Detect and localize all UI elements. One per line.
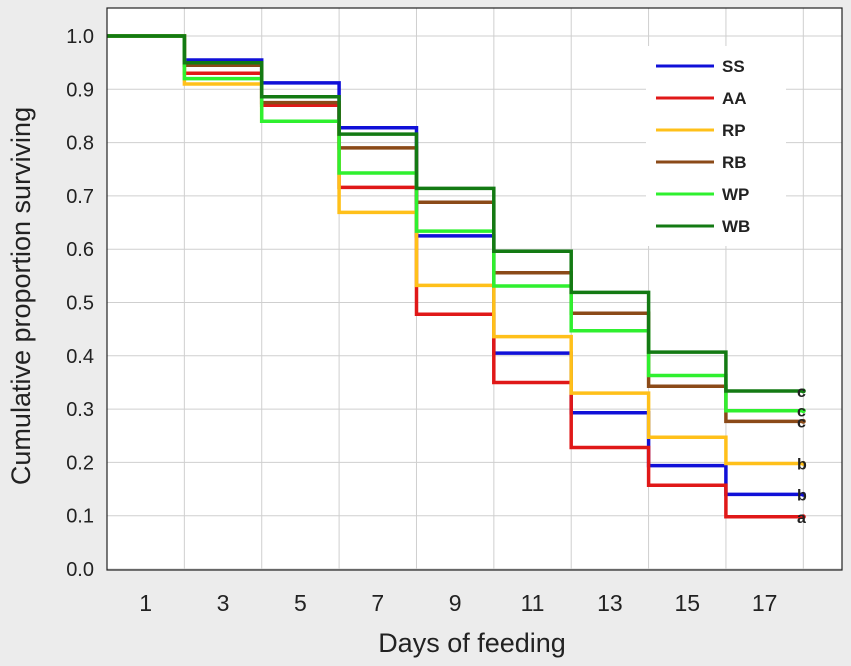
x-tick-label: 7 xyxy=(371,590,384,616)
series-line-aa xyxy=(107,34,804,519)
x-tick-label: 3 xyxy=(217,590,230,616)
x-tick-label: 13 xyxy=(597,590,623,616)
y-tick-label: 0.3 xyxy=(66,399,94,421)
series-lines xyxy=(107,34,804,519)
legend-label-aa: AA xyxy=(722,89,747,108)
y-tick-label: 0.2 xyxy=(66,452,94,474)
legend-label-ss: SS xyxy=(722,57,745,76)
series-line-rb xyxy=(107,34,804,424)
series-line-wb xyxy=(107,34,804,393)
series-end-marker-wp xyxy=(800,408,806,414)
legend-label-rb: RB xyxy=(722,153,747,172)
series-line-ss xyxy=(107,34,804,497)
legend-label-wb: WB xyxy=(722,217,750,236)
group-letter: b xyxy=(797,456,807,473)
series-end-marker-ss xyxy=(800,491,806,497)
series-end-marker-rp xyxy=(800,460,806,466)
group-letter: b xyxy=(797,487,807,504)
group-letter: c xyxy=(797,404,806,421)
series-end-marker-rb xyxy=(800,418,806,424)
x-tick-label: 11 xyxy=(521,590,545,616)
group-letter: c xyxy=(797,414,806,431)
legend: SS AA RP RB WP WB xyxy=(646,46,786,246)
y-tick-label: 0.8 xyxy=(66,133,94,155)
y-tick-label: 0.0 xyxy=(66,559,94,581)
legend-label-rp: RP xyxy=(722,121,746,140)
x-tick-label: 1 xyxy=(139,590,152,616)
x-tick-label: 15 xyxy=(674,590,700,616)
y-tick-label: 0.9 xyxy=(66,79,94,101)
series-end-markers xyxy=(800,388,806,520)
series-line-rp xyxy=(107,34,804,466)
y-tick-labels: 0.0 0.1 0.2 0.3 0.4 0.5 0.6 0.7 0.8 0.9 1.0 xyxy=(66,26,94,581)
y-tick-label: 1.0 xyxy=(66,26,94,48)
x-tick-label: 9 xyxy=(449,590,462,616)
x-tick-label: 17 xyxy=(752,590,778,616)
y-tick-label: 0.1 xyxy=(66,506,94,528)
y-tick-label: 0.6 xyxy=(66,239,94,261)
y-tick-label: 0.7 xyxy=(66,186,94,208)
group-letter: a xyxy=(797,510,806,527)
y-tick-label: 0.4 xyxy=(66,346,94,368)
series-line-wp xyxy=(107,34,804,413)
legend-box xyxy=(646,46,786,246)
series-end-marker-wb xyxy=(800,388,806,394)
group-letter: c xyxy=(797,384,806,401)
y-axis-title: Cumulative proportion surviving xyxy=(6,107,36,485)
x-tick-labels: 1 3 5 7 9 11 13 15 17 xyxy=(139,590,777,616)
legend-label-wp: WP xyxy=(722,185,749,204)
plot-frame xyxy=(106,7,843,571)
y-tick-label: 0.5 xyxy=(66,293,94,315)
x-tick-label: 5 xyxy=(294,590,307,616)
x-axis-title: Days of feeding xyxy=(378,628,566,658)
series-end-marker-aa xyxy=(800,514,806,520)
